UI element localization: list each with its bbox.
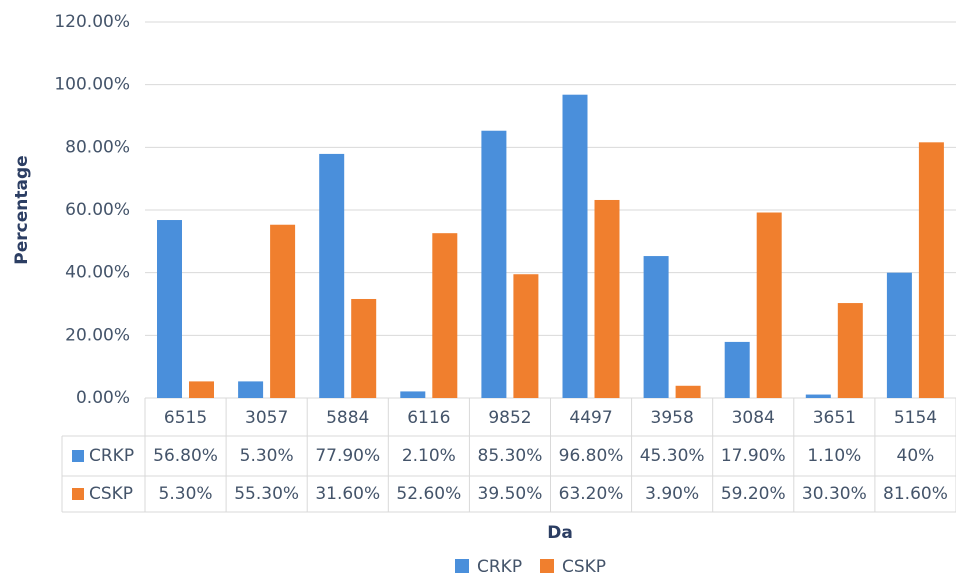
table-cell: 81.60% [883,484,948,504]
table-swatch [72,450,84,462]
table-cell: 63.20% [559,484,624,504]
bar [675,385,701,398]
table-cell: 17.90% [721,446,786,466]
y-axis-title: Percentage [12,155,32,264]
table-cell: 2.10% [402,446,456,466]
table-cell: 96.80% [559,446,624,466]
bar [432,233,458,398]
table-row-header: CSKP [89,484,133,504]
table-row-header: CRKP [89,446,134,466]
table-cell: 40% [897,446,935,466]
bar [724,341,750,398]
bar [319,153,345,398]
table-cell: 5.30% [159,484,213,504]
bar [756,212,782,398]
table-cell: 85.30% [478,446,543,466]
x-tick-label: 3057 [245,408,288,428]
bar [918,142,944,398]
table-cell: 39.50% [478,484,543,504]
table-cell: 59.20% [721,484,786,504]
table-cell: 55.30% [234,484,299,504]
bar [481,130,507,398]
bar [837,303,863,398]
x-tick-label: 5884 [326,408,369,428]
y-tick-label: 100.00% [54,75,130,95]
x-tick-label: 3958 [651,408,694,428]
y-tick-label: 40.00% [65,263,130,283]
bar [238,381,264,398]
table-cell: 5.30% [240,446,294,466]
table-swatch [72,488,84,500]
x-tick-label: 6116 [407,408,450,428]
bar [157,220,182,398]
bar [643,256,669,398]
table-cell: 30.30% [802,484,867,504]
y-tick-label: 80.00% [65,137,130,157]
bar [513,274,539,398]
x-tick-label: 3651 [813,408,856,428]
y-tick-label: 60.00% [65,200,130,220]
bar [189,381,214,398]
table-cell: 31.60% [315,484,380,504]
x-tick-label: 9852 [488,408,531,428]
x-tick-label: 4497 [569,408,612,428]
table-cell: 56.80% [153,446,218,466]
bar [400,391,426,398]
table-cell: 45.30% [640,446,705,466]
bar [562,94,588,399]
y-tick-label: 120.00% [54,12,130,32]
legend-swatch [540,559,554,573]
x-tick-label: 3084 [732,408,775,428]
table-cell: 77.90% [315,446,380,466]
bar [805,394,831,398]
bar [886,272,912,398]
table-cell: 52.60% [396,484,461,504]
bar [270,224,296,398]
x-tick-label: 6515 [164,408,207,428]
y-tick-label: 0.00% [76,388,130,408]
table-cell: 3.90% [645,484,699,504]
x-axis-title: Da [547,523,573,543]
bar [594,199,620,398]
x-tick-label: 5154 [894,408,937,428]
bar [351,298,377,398]
legend-label: CRKP [477,557,522,577]
legend-swatch [455,559,469,573]
table-cell: 1.10% [807,446,861,466]
legend-label: CSKP [562,557,606,577]
y-tick-label: 20.00% [65,325,130,345]
